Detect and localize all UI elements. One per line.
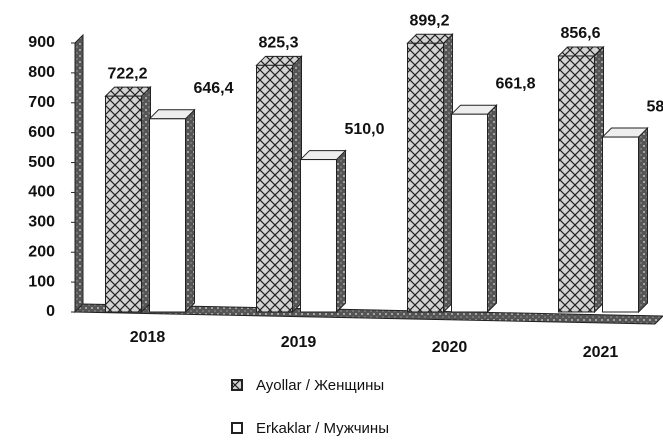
legend-swatch [231,422,243,434]
legend-label: Ayollar / Женщины [256,377,384,394]
x-tick-label: 2021 [583,344,619,361]
bar [300,159,337,313]
x-tick-label: 2018 [130,329,166,346]
bar [407,42,444,313]
y-tick-label: 700 [28,94,55,111]
x-tick-label: 2019 [281,334,317,351]
y-tick-label: 300 [28,214,55,231]
value-label: 899,2 [409,12,449,29]
bar-side [336,149,346,314]
bar-side [487,103,497,314]
value-label: 661,8 [495,75,535,92]
floor [73,303,663,325]
value-label: 722,2 [107,65,147,82]
back-wall [74,33,84,314]
y-tick-label: 600 [28,124,55,141]
bar [558,55,595,313]
bar-side [638,126,648,314]
bar-side [185,108,195,314]
value-label: 856,6 [560,25,600,42]
value-label: 646,4 [193,80,233,97]
y-tick-label: 900 [28,34,55,51]
bar [256,64,293,313]
bar [149,118,186,313]
bar [451,113,488,313]
y-tick-label: 0 [46,303,55,320]
legend-label: Erkaklar / Мужчины [256,420,389,437]
value-label: 825,3 [258,35,298,52]
x-tick-label: 2020 [432,339,468,356]
y-tick-label: 100 [28,273,55,290]
bar [105,95,142,313]
value-label: 510,0 [344,121,384,138]
bar [602,136,639,313]
y-tick-label: 800 [28,64,55,81]
y-tick-label: 200 [28,243,55,260]
y-tick-label: 400 [28,184,55,201]
y-tick-label: 500 [28,154,55,171]
value-label: 585,3 [646,98,663,115]
legend-swatch [231,379,243,391]
